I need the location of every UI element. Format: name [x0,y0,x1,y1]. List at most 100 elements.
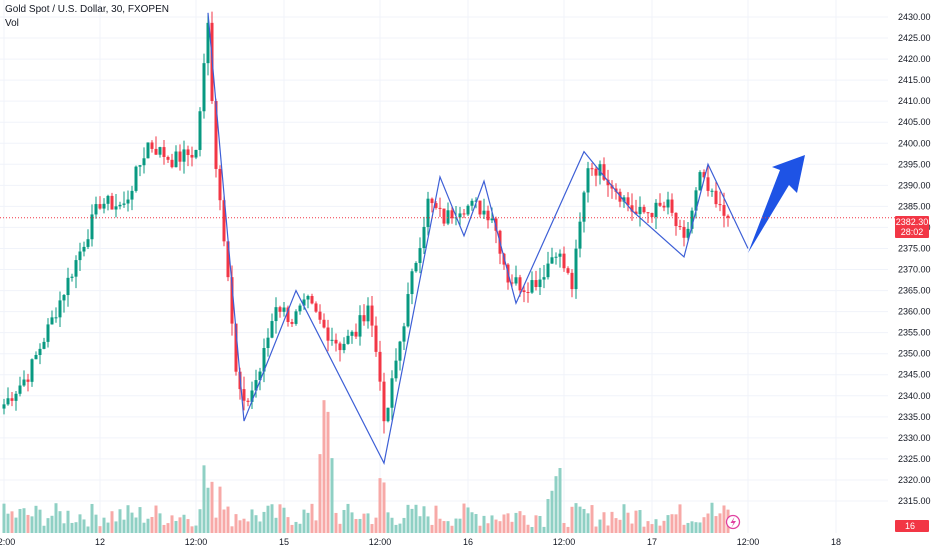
candle-body [182,149,186,162]
candle-body [18,385,22,394]
volume-bar [594,526,598,533]
candle-body [66,277,70,296]
volume-bar [706,513,710,533]
candle-body [518,277,522,291]
lightning-icon[interactable] [725,514,741,530]
volume-bar [610,511,614,533]
volume-bar [82,519,86,533]
candle-body [586,168,590,193]
price-axis[interactable]: 2315.00 2320.00 2325.00 2330.00 2335.00 2340.… [898,12,931,506]
price-tick-label: 2340.00 [898,391,931,401]
candle-body [74,260,78,277]
candle-body [142,158,146,166]
price-tick-label: 2420.00 [898,54,931,64]
volume-bar [10,511,14,533]
price-tick-label: 2335.00 [898,412,931,422]
volume-bar [2,503,6,533]
volume-bar [558,468,562,533]
volume-bar [298,523,302,533]
volume-bar [454,518,458,533]
candle-body [46,324,50,342]
zigzag-line [207,12,749,465]
candle-body [458,213,462,218]
candle-body [478,200,482,215]
candle-body [486,210,490,221]
volume-bar [186,519,190,533]
time-axis[interactable]: 12:00 12 12:00 15 12:00 16 12:00 17 12:00 18 [0,537,841,547]
volume-bar [34,505,38,533]
volume-bar [114,521,118,533]
candle-body [122,203,126,205]
candle-body [386,407,390,422]
candle-body [714,190,718,205]
volume-bar [74,522,78,533]
candle-body [434,203,438,208]
candle-body [34,354,38,360]
candle-body [442,208,446,224]
volume-bar [234,514,238,533]
volume-bar [226,506,230,533]
candle-body [198,111,202,150]
candle-body [482,210,486,215]
volume-bar [666,515,670,533]
volume-bar [674,514,678,533]
candle-body [678,226,682,228]
volume-bar [550,490,554,533]
candle-body [94,204,98,215]
candle-body [258,371,262,381]
candle-body [654,202,658,217]
time-tick-label: 12:00 [553,537,576,547]
candle-body [278,307,282,312]
candle-body [706,177,710,191]
volume-bar [138,507,142,533]
candle-body [622,197,626,202]
volume-bar [154,505,158,533]
volume-bar [622,504,626,533]
volume-bar [350,512,354,533]
candle-body [246,400,250,402]
candle-body [410,271,414,295]
candle-body [298,305,302,312]
candle-body [146,142,150,159]
candle-body [306,296,310,300]
candle-body [398,341,402,361]
volume-bar [134,517,138,533]
volume-bar [502,514,506,533]
volume-legend[interactable]: Vol [5,18,19,29]
bar-countdown: 28:02 [901,227,924,237]
volume-bar [142,522,146,533]
volume-bar [486,523,490,533]
candle-body [638,206,642,215]
time-tick-label: 16 [463,537,473,547]
volume-bar [358,518,362,533]
price-tick-label: 2395.00 [898,159,931,169]
candle-body [598,164,602,176]
volume-bar [490,515,494,533]
volume-bar [174,520,178,533]
price-tick-label: 2320.00 [898,475,931,485]
volume-bar [306,512,310,533]
price-tick-label: 2350.00 [898,349,931,359]
candle-body [254,380,258,391]
candle-body [566,268,570,273]
volume-badge [895,520,929,532]
candle-body [438,207,442,209]
volume-bar [570,506,574,533]
volume-bar [22,508,26,533]
volume-bar [202,465,206,533]
volume-bar [106,522,110,533]
symbol-title[interactable]: Gold Spot / U.S. Dollar, 30, FXOPEN [5,4,169,15]
volume-bar [102,517,106,533]
volume-bars [2,400,730,533]
volume-bar [598,519,602,533]
candle-body [430,198,434,204]
price-tick-label: 2360.00 [898,307,931,317]
candle-body [154,148,158,155]
volume-bar [418,516,422,533]
time-tick-label: 12 [95,537,105,547]
volume-bar [194,525,198,533]
volume-bar [314,520,318,533]
volume-bar [198,509,202,533]
volume-bar [250,509,254,533]
